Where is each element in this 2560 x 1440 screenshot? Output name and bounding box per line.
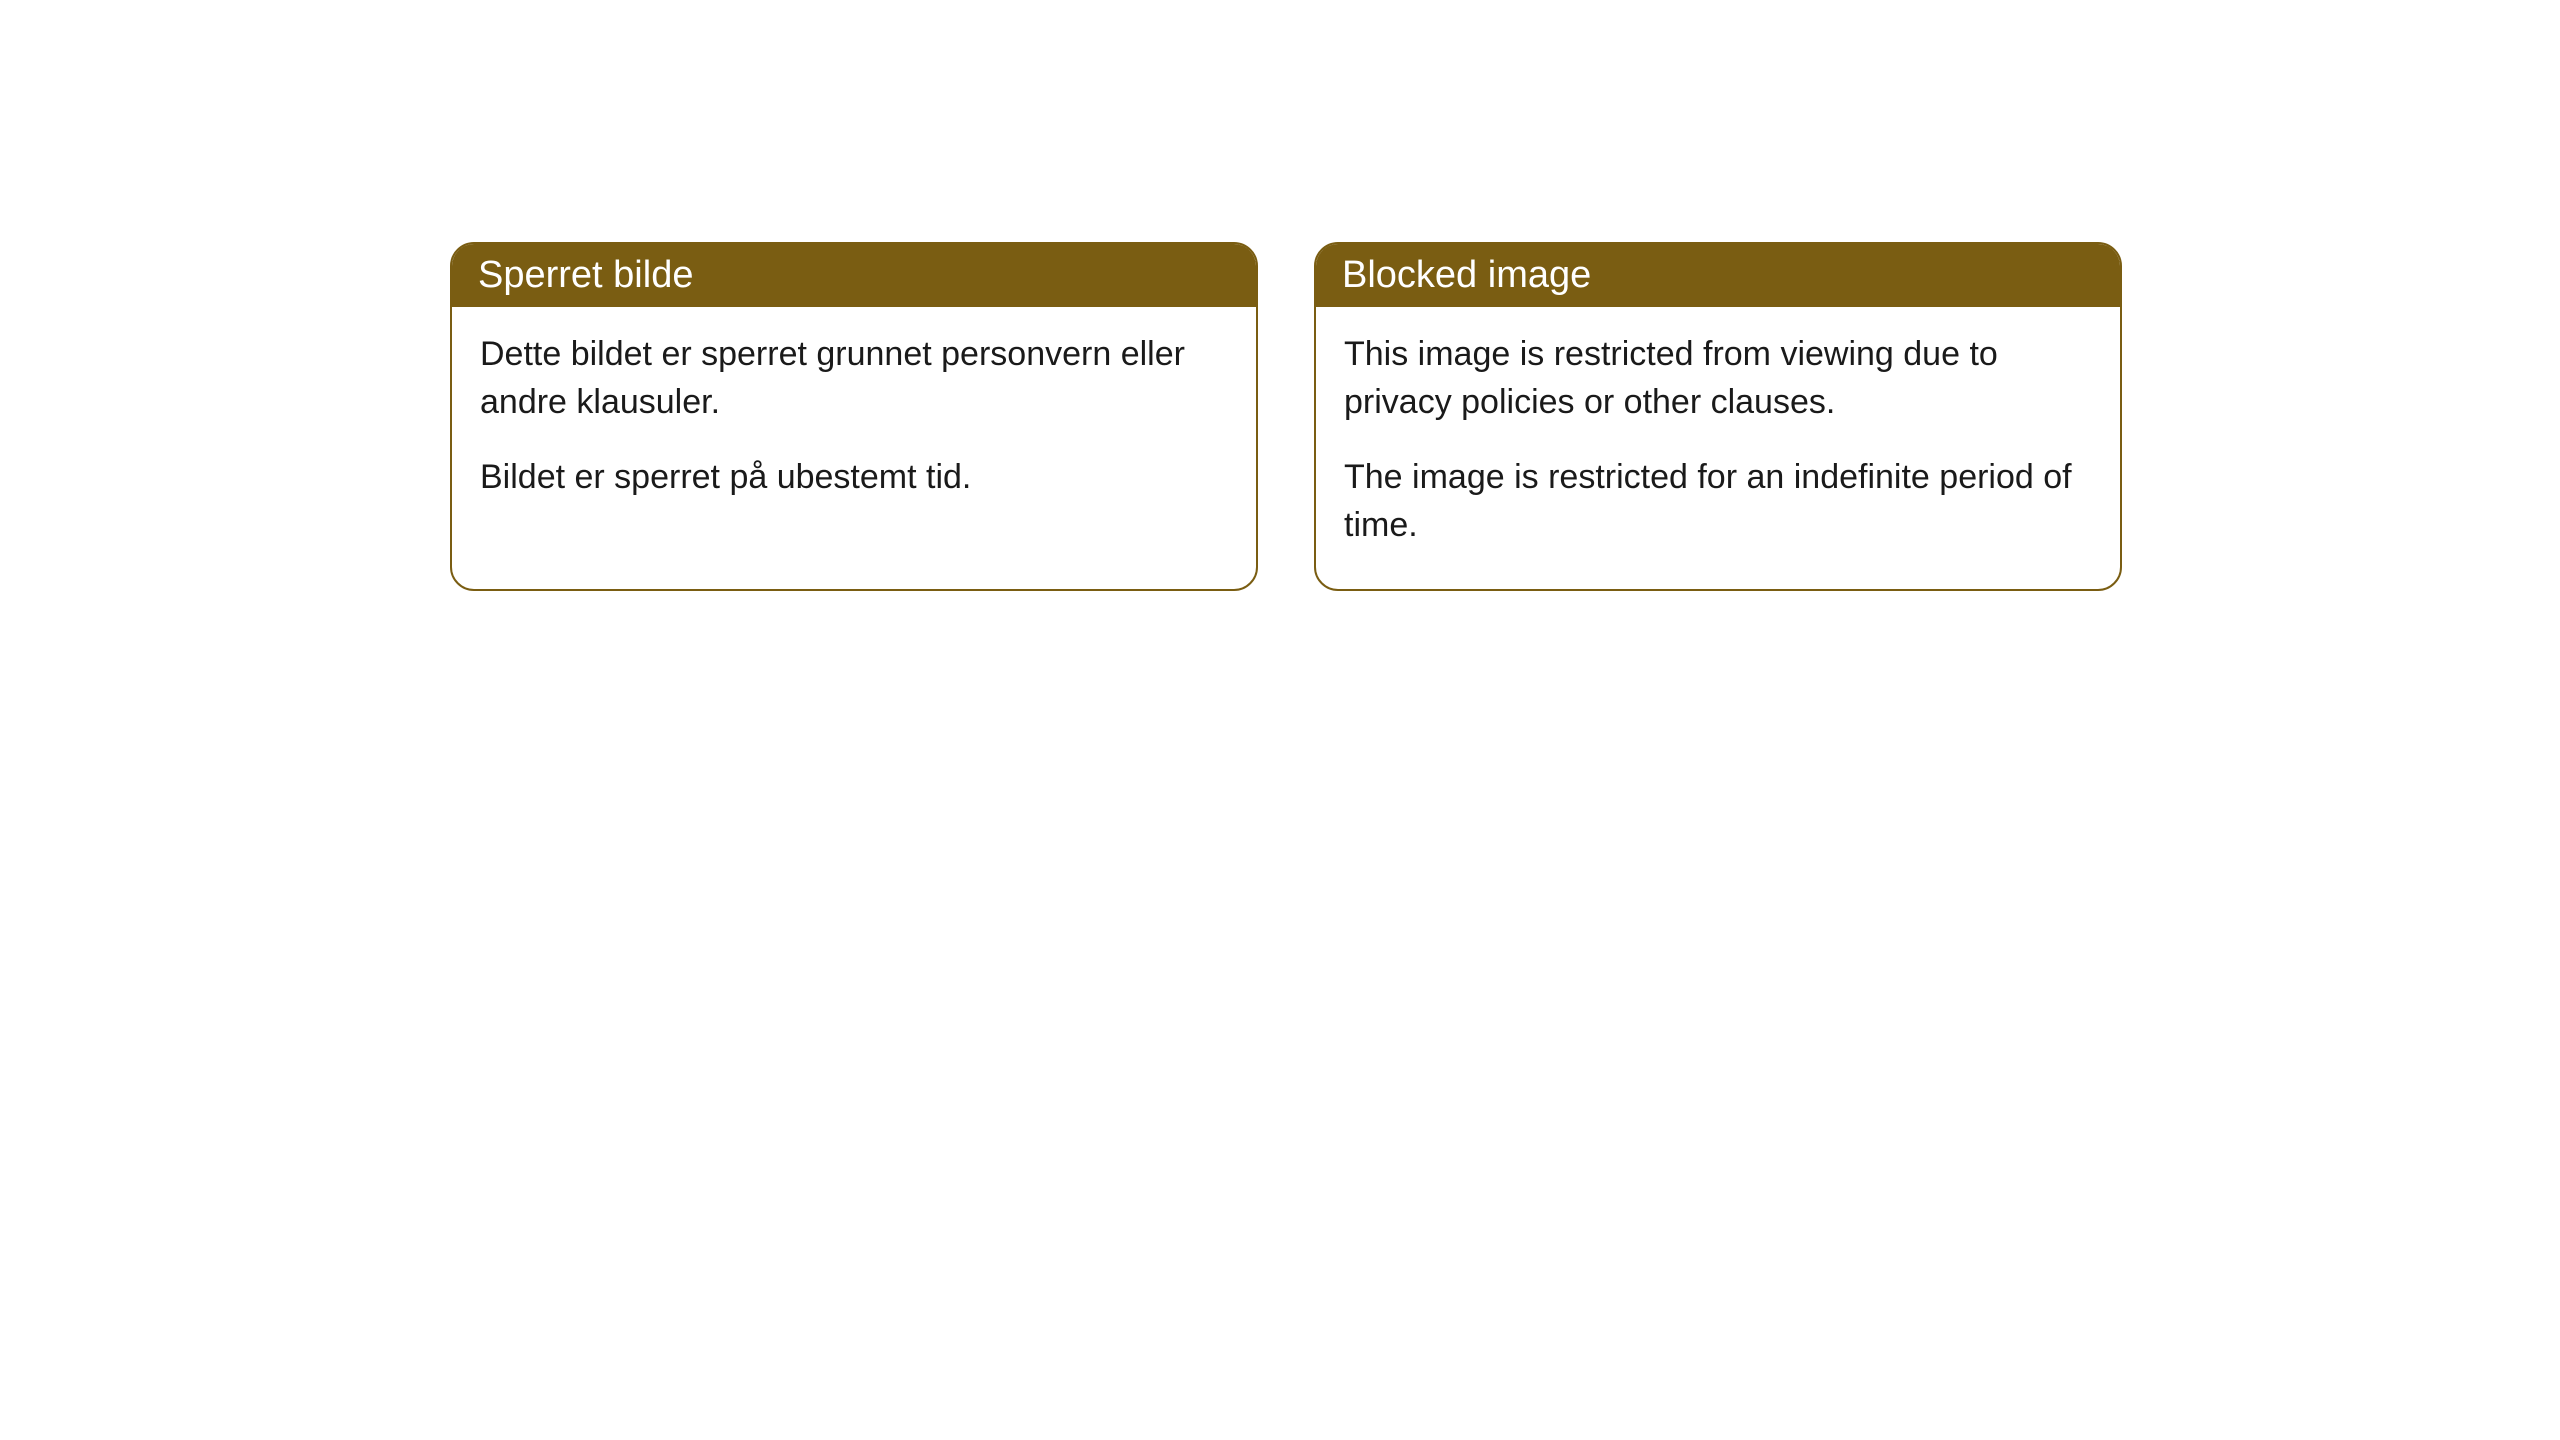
card-body-norwegian: Dette bildet er sperret grunnet personve…: [452, 307, 1256, 542]
card-english: Blocked image This image is restricted f…: [1314, 242, 2122, 591]
card-body-english: This image is restricted from viewing du…: [1316, 307, 2120, 589]
notice-paragraph-1-no: Dette bildet er sperret grunnet personve…: [480, 331, 1228, 426]
notice-paragraph-2-en: The image is restricted for an indefinit…: [1344, 454, 2092, 549]
notice-paragraph-2-no: Bildet er sperret på ubestemt tid.: [480, 454, 1228, 502]
notice-paragraph-1-en: This image is restricted from viewing du…: [1344, 331, 2092, 426]
cards-container: Sperret bilde Dette bildet er sperret gr…: [450, 242, 2560, 591]
card-header-norwegian: Sperret bilde: [452, 244, 1256, 307]
card-header-english: Blocked image: [1316, 244, 2120, 307]
card-norwegian: Sperret bilde Dette bildet er sperret gr…: [450, 242, 1258, 591]
